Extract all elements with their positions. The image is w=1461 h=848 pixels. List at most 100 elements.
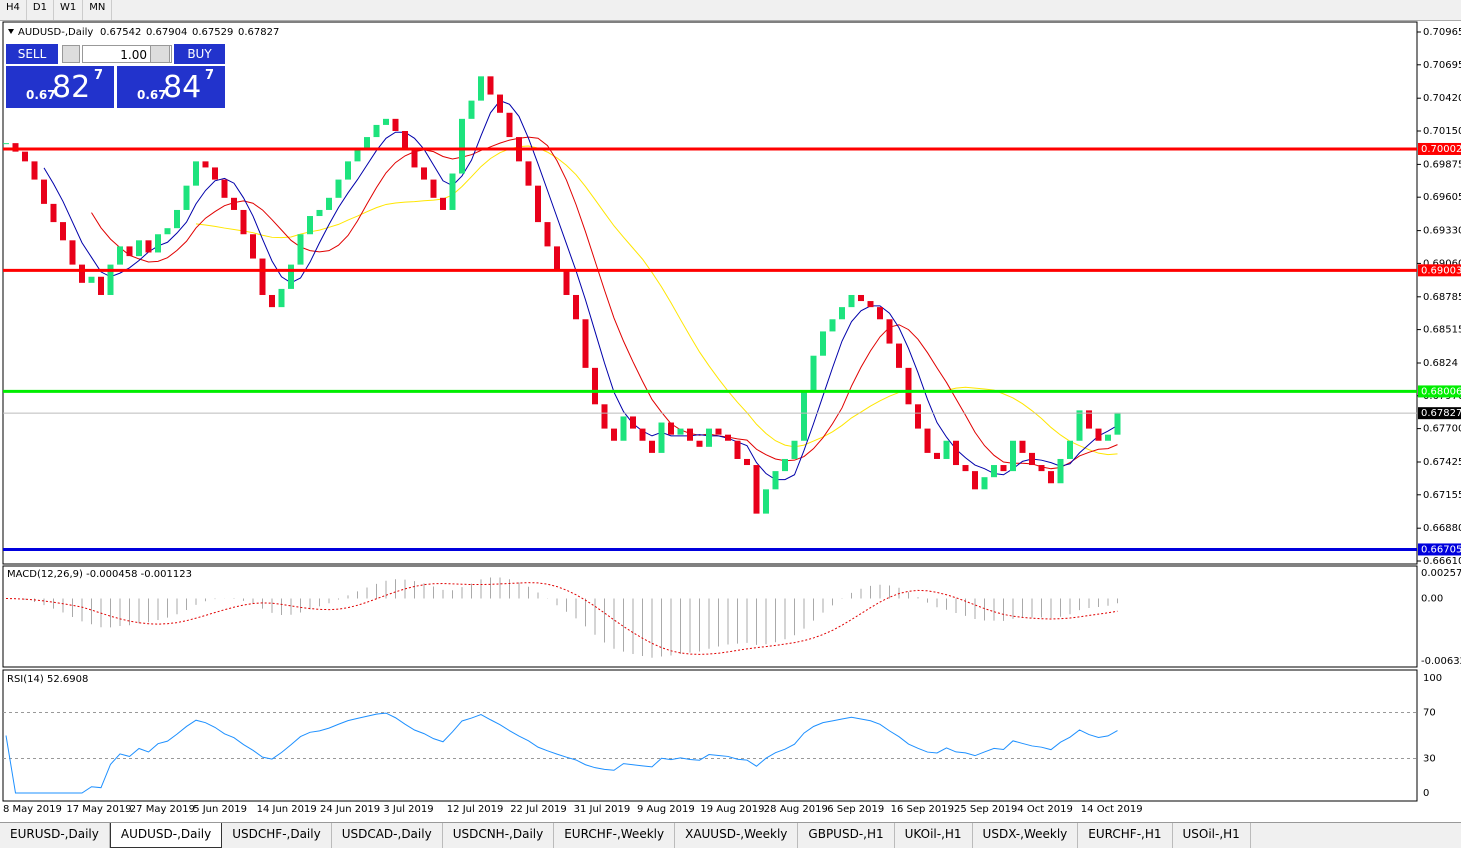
rsi-label: RSI(14) 52.6908 (7, 674, 88, 685)
header-icon (8, 29, 14, 34)
moving-average (91, 136, 1118, 470)
sell-price[interactable]: 0.67 82 7 (6, 66, 114, 108)
price-tick-label: 0.68785 (1423, 292, 1461, 303)
candle (991, 465, 997, 478)
buy-button[interactable]: BUY (174, 44, 225, 64)
candle (164, 228, 171, 235)
date-label: 31 Jul 2019 (574, 804, 631, 815)
symbol-tab[interactable]: XAUUSD-,Weekly (675, 823, 799, 848)
level-label: 0.70002 (1421, 144, 1461, 155)
level-label-box (1418, 264, 1461, 277)
lot-size[interactable]: 1.00 (82, 45, 172, 63)
candle (801, 392, 807, 441)
candle (753, 465, 760, 514)
candle (972, 471, 978, 490)
symbol-tab[interactable]: USDX-,Weekly (973, 823, 1079, 848)
macd-tick-label: 0.002574 (1421, 568, 1461, 579)
rsi-panel (2, 669, 1418, 802)
candle (12, 143, 19, 152)
date-label: 9 Aug 2019 (637, 804, 695, 815)
level-label-box (1418, 543, 1461, 556)
price-tick-label: 0.69060 (1423, 258, 1461, 269)
price-tick-label: 0.70150 (1423, 126, 1461, 137)
buy-price[interactable]: 0.67 84 7 (117, 66, 225, 108)
date-label: 14 Jun 2019 (257, 804, 317, 815)
header-ohlc: 0.67827 (238, 27, 279, 38)
candle (506, 112, 513, 138)
symbol-tab[interactable]: GBPUSD-,H1 (798, 823, 895, 848)
symbol-tabs: EURUSD-,Daily AUDUSD-,Daily USDCHF-,Daily U… (0, 822, 1461, 848)
candle (810, 355, 817, 393)
header-ohlc: 0.67542 (100, 27, 141, 38)
candle (658, 422, 665, 453)
candle (639, 428, 646, 441)
symbol-tab[interactable]: UKOil-,H1 (895, 823, 973, 848)
date-label: 4 Oct 2019 (1017, 804, 1072, 815)
rsi-tick-label: 100 (1423, 673, 1442, 684)
price-tick-label: 0.70695 (1423, 60, 1461, 71)
macd-label: MACD(12,26,9) -0.000458 -0.001123 (7, 569, 192, 580)
candle (297, 234, 304, 265)
rsi-tick-label: 0 (1423, 788, 1429, 799)
symbol-tab[interactable]: USOil-,H1 (1173, 823, 1251, 848)
rsi-tick-label: 30 (1423, 754, 1436, 765)
candle (221, 179, 228, 198)
candle (1038, 465, 1045, 472)
candle (649, 440, 655, 453)
symbol-tab[interactable]: EURCHF-,H1 (1078, 823, 1173, 848)
symbol-tab[interactable]: USDCNH-,Daily (443, 823, 555, 848)
timeframe-button[interactable]: D1 (27, 0, 54, 20)
candle (896, 343, 902, 368)
candle (316, 209, 323, 217)
moving-average (43, 100, 1118, 481)
candle (174, 209, 180, 229)
candle (1067, 440, 1073, 459)
candle (259, 258, 266, 295)
timeframe-button[interactable]: W1 (54, 0, 84, 20)
candle (354, 149, 361, 162)
sell-price-part: 0.67 (26, 88, 56, 102)
candle (79, 264, 85, 283)
symbol-tab[interactable]: USDCHF-,Daily (222, 823, 332, 848)
symbol-tab[interactable]: USDCAD-,Daily (332, 823, 443, 848)
macd-tick-label: -0.006326 (1421, 656, 1461, 667)
timeframe-button[interactable]: H4 (0, 0, 27, 20)
symbol-tab[interactable]: EURCHF-,Weekly (554, 823, 676, 848)
candle (487, 76, 494, 95)
candle (126, 246, 133, 257)
candle (544, 222, 551, 247)
date-label: 16 Sep 2019 (891, 804, 954, 815)
date-label: 17 May 2019 (66, 804, 131, 815)
timeframe-toolbar: H4 D1 W1 MN (0, 0, 1461, 21)
candle (430, 179, 437, 198)
price-tick-label: 0.68515 (1423, 325, 1461, 336)
candle (335, 179, 342, 198)
candle (449, 173, 456, 210)
price-tick-label: 0.70420 (1423, 93, 1461, 104)
date-label: 3 Jul 2019 (383, 804, 433, 815)
candle (402, 130, 408, 150)
timeframe-button[interactable]: MN (83, 0, 113, 20)
price-tick-label: 0.67155 (1423, 490, 1461, 501)
candle (630, 416, 636, 429)
date-label: 14 Oct 2019 (1081, 804, 1143, 815)
sell-button[interactable]: SELL (6, 44, 58, 64)
date-label: 12 Jul 2019 (447, 804, 504, 815)
symbol-tab[interactable]: EURUSD-,Daily (0, 823, 110, 848)
candle (145, 240, 152, 253)
price-tick-label: 0.67425 (1423, 457, 1461, 468)
candle (744, 458, 750, 466)
lot-down[interactable] (62, 45, 80, 63)
candle (326, 197, 332, 210)
candle (706, 428, 712, 447)
candle (877, 307, 883, 320)
current-price-label: 0.67827 (1421, 408, 1461, 419)
lot-up[interactable] (150, 45, 170, 63)
candle (278, 288, 285, 308)
candle (107, 264, 114, 295)
candle (867, 301, 874, 308)
candle (1057, 458, 1064, 484)
candle (373, 124, 380, 138)
symbol-tab[interactable]: AUDUSD-,Daily (109, 823, 223, 848)
